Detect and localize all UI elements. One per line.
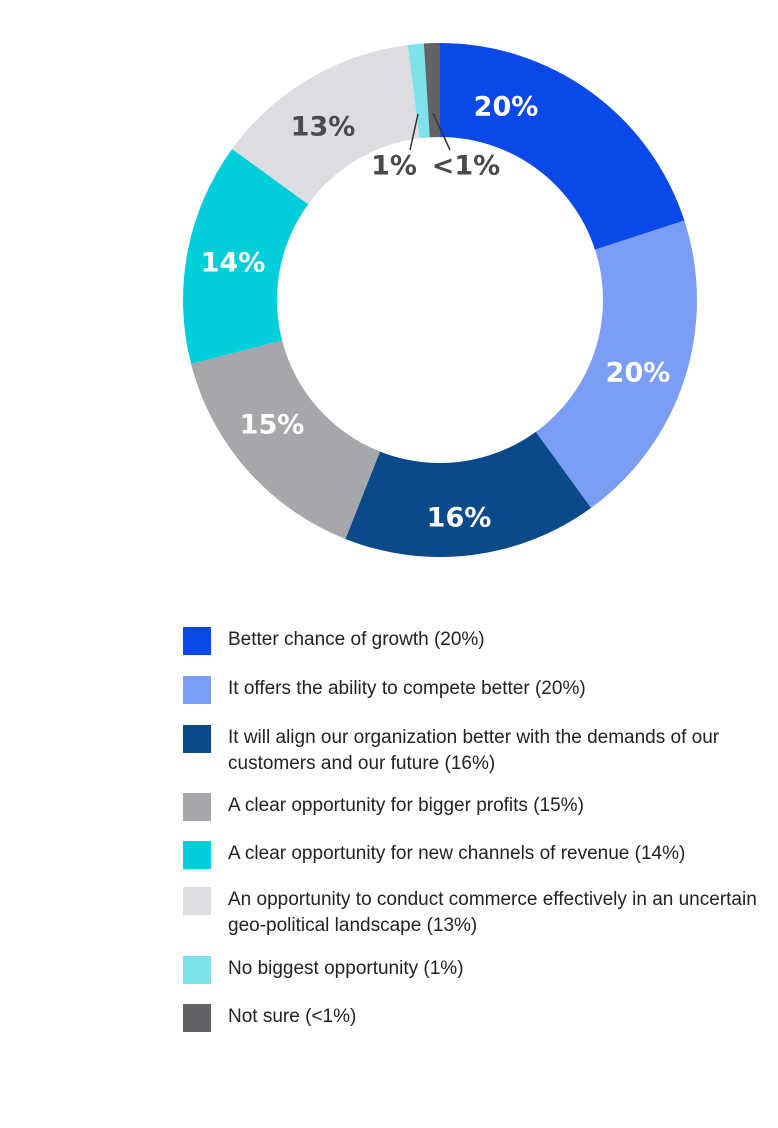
legend-swatch [183,956,211,984]
legend-label: No biggest opportunity (1%) [228,958,464,979]
legend-label: Better chance of growth (20%) [228,629,485,650]
legend-item: It will align our organization better wi… [183,725,758,777]
donut-slice-3 [191,340,380,539]
legend-item: It offers the ability to compete better … [183,676,758,704]
data-label: 13% [291,112,356,143]
legend-swatch [183,627,211,655]
leader-line [432,112,451,151]
legend-item: An opportunity to conduct commerce effec… [183,887,758,939]
legend-swatch [183,676,211,704]
legend-item: Not sure (<1%) [183,1004,758,1032]
legend-label: An opportunity to conduct commerce effec… [228,889,757,936]
data-label: <1% [432,151,500,182]
donut-chart: 20% 20% 16% 15% 14% 13% 1% <1% [183,43,697,557]
data-label: 1% [371,151,417,182]
data-label: 20% [606,358,671,389]
legend-label: Not sure (<1%) [228,1006,357,1027]
donut-slice-0 [440,43,685,250]
legend-item: No biggest opportunity (1%) [183,956,758,984]
data-label: 16% [427,503,492,534]
donut-slice-5 [232,45,420,205]
data-label: 14% [201,248,266,279]
legend-swatch [183,725,211,753]
legend-label: It will align our organization better wi… [228,727,720,774]
legend-swatch [183,887,211,915]
donut-slice-6 [407,43,430,139]
donut-slice-4 [183,148,309,364]
leader-line [409,113,419,151]
legend-label: A clear opportunity for bigger profits (… [228,795,584,816]
legend-item: A clear opportunity for new channels of … [183,841,758,869]
legend-swatch [183,793,211,821]
legend-swatch [183,1004,211,1032]
donut-slice-7 [423,43,440,138]
donut-slice-2 [345,431,592,557]
data-label: 20% [474,92,539,123]
legend-item: Better chance of growth (20%) [183,627,758,655]
legend-swatch [183,841,211,869]
data-label: 15% [240,410,305,441]
legend-label: A clear opportunity for new channels of … [228,843,686,864]
legend-label: It offers the ability to compete better … [228,678,586,699]
legend-item: A clear opportunity for bigger profits (… [183,793,758,821]
donut-slice-1 [535,220,697,508]
